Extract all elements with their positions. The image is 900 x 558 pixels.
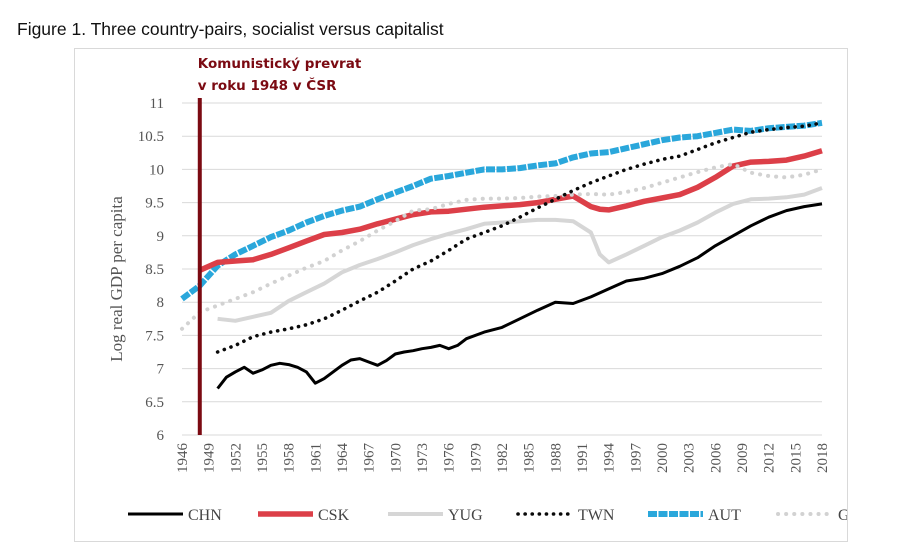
y-tick-label: 10 <box>149 162 164 178</box>
series-line-chn <box>216 202 823 390</box>
x-tick-labels: 1946 1949 1952 1955 1958 1961 1964 1967 1970 1973… <box>175 443 831 474</box>
legend-label-aut: AUT <box>708 507 741 524</box>
y-tick-label: 8 <box>157 295 165 311</box>
x-tick-label: 1976 <box>442 443 458 474</box>
y-tick-label: 11 <box>150 96 164 112</box>
legend-label-yug: YUG <box>448 507 483 524</box>
y-tick-label: 8.5 <box>145 262 164 278</box>
y-tick-label: 9.5 <box>145 196 164 212</box>
y-tick-label: 7 <box>157 362 165 378</box>
series-line-grc <box>180 162 824 331</box>
x-tick-label: 2006 <box>708 443 724 474</box>
x-tick-label: 1946 <box>175 443 191 474</box>
legend-label-twn: TWN <box>578 507 615 524</box>
x-tick-label: 1970 <box>388 443 404 473</box>
y-tick-label: 6 <box>157 428 165 444</box>
x-tick-label: 2000 <box>655 443 671 473</box>
x-tick-label: 1994 <box>602 443 618 474</box>
x-tick-label: 1958 <box>282 443 298 473</box>
x-tick-label: 1973 <box>415 443 431 473</box>
y-tick-label: 6.5 <box>145 395 164 411</box>
series-line-csk <box>198 148 823 273</box>
x-tick-label: 1952 <box>228 443 244 473</box>
x-tick-label: 1982 <box>495 443 511 473</box>
y-tick-labels: 11 10.5 10 9.5 9 8.5 8 7.5 7 6.5 6 <box>138 96 165 444</box>
series-line-aut <box>180 119 823 302</box>
annotation-text: v roku 1948 v ČSR <box>198 76 337 94</box>
legend: CHN CSK YUG TWN AUT GRC <box>128 507 847 524</box>
series-line-twn <box>215 121 824 354</box>
x-tick-label: 1964 <box>335 443 351 474</box>
x-tick-label: 2012 <box>762 443 778 473</box>
y-tick-label: 10.5 <box>138 129 164 145</box>
x-tick-label: 2003 <box>682 443 698 473</box>
series-line-yug <box>217 186 823 323</box>
x-tick-label: 2018 <box>815 443 831 473</box>
legend-label-csk: CSK <box>318 507 350 524</box>
y-tick-label: 9 <box>157 229 165 245</box>
series-lines <box>180 119 824 390</box>
figure-title: Figure 1. Three country-pairs, socialist… <box>17 19 444 39</box>
line-chart: 11 10.5 10 9.5 9 8.5 8 7.5 7 6.5 6 1946 1949 1952 195… <box>107 56 847 524</box>
annotation: Komunistický prevrat v roku 1948 v ČSR <box>198 56 362 435</box>
x-tick-label: 1985 <box>522 443 538 473</box>
x-tick-label: 1979 <box>468 443 484 473</box>
x-tick-label: 1961 <box>308 443 324 473</box>
x-tick-label: 1997 <box>628 443 644 474</box>
legend-label-grc: GRC <box>838 507 847 524</box>
annotation-text: Komunistický prevrat <box>198 56 362 72</box>
x-tick-label: 1991 <box>575 443 591 473</box>
x-tick-label: 2015 <box>788 443 804 473</box>
x-tick-label: 1955 <box>255 443 271 473</box>
grid-lines <box>182 102 822 436</box>
y-tick-label: 7.5 <box>145 328 164 344</box>
x-tick-label: 1949 <box>202 443 218 473</box>
x-tick-label: 1988 <box>548 443 564 473</box>
x-tick-label: 1967 <box>362 443 378 474</box>
chart-frame: 11 10.5 10 9.5 9 8.5 8 7.5 7 6.5 6 1946 1949 1952 195… <box>74 48 848 542</box>
y-axis-title: Log real GDP per capita <box>107 196 126 362</box>
x-tick-label: 2009 <box>735 443 751 473</box>
legend-label-chn: CHN <box>188 507 222 524</box>
